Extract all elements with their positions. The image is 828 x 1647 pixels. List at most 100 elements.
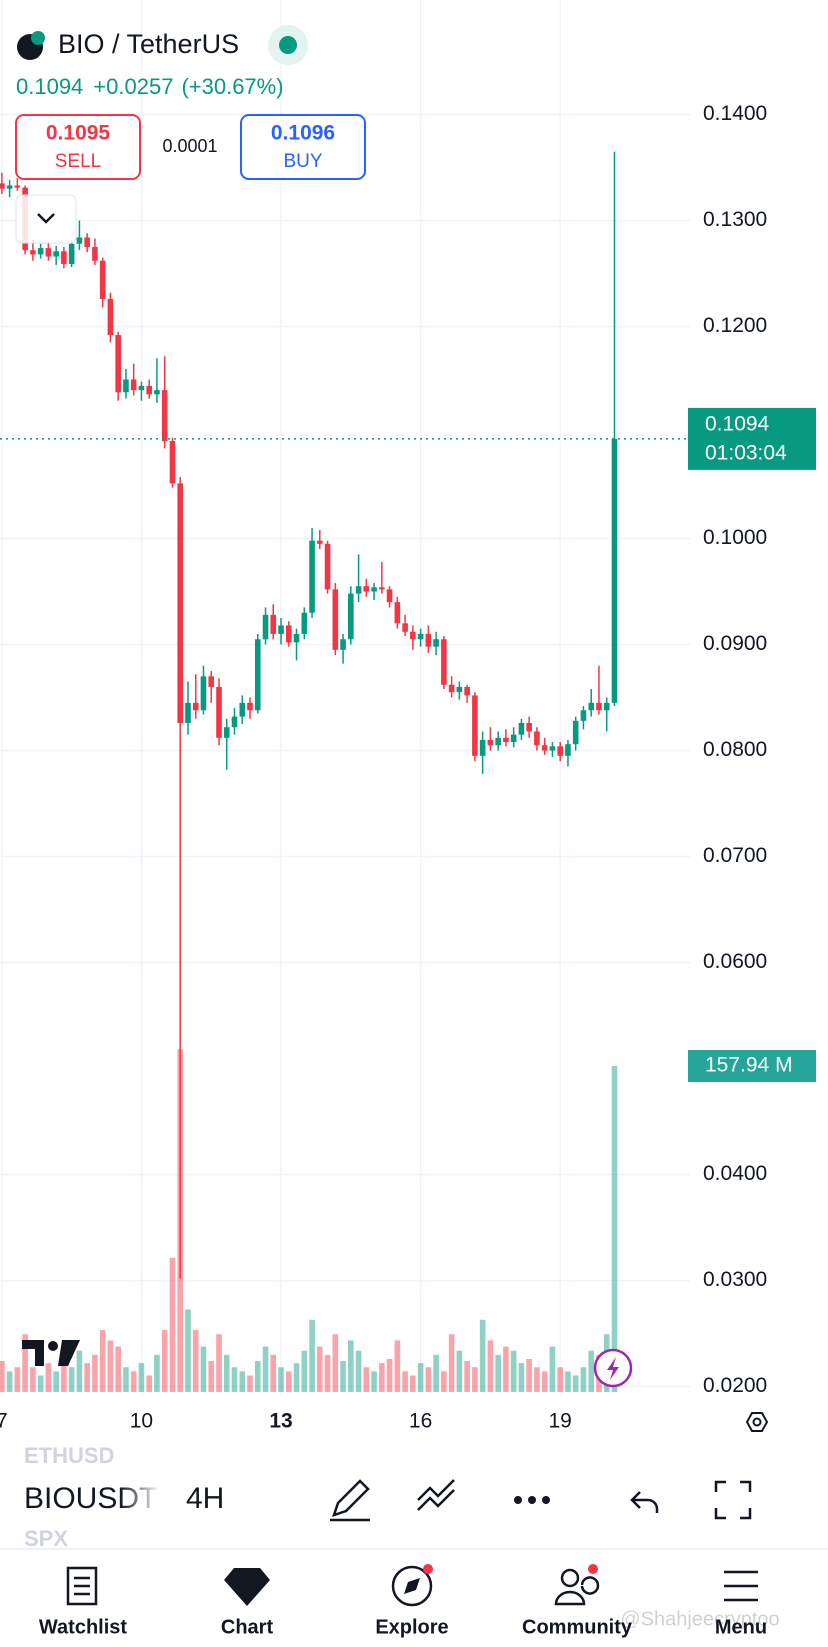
candle-body [223,727,230,738]
y-tick-label: 0.0200 [703,1374,767,1397]
volume-bar [0,1361,5,1392]
candle-body [479,739,486,756]
volume-bar [76,1350,83,1392]
candle-body [309,540,315,613]
last-price-tag [688,407,816,470]
volume-bar [487,1340,494,1392]
y-tick-label: 0.0700 [703,844,767,867]
symbol-title[interactable]: BIO / TetherUS [58,29,239,59]
volume-bar [301,1350,308,1392]
candle-body [161,390,168,441]
menu-icon[interactable] [724,1570,758,1602]
volume-bar [254,1361,261,1392]
candle-body [285,625,292,643]
candle-body [37,248,44,255]
candle-body [379,587,385,590]
explore-icon[interactable] [391,1565,433,1607]
settings-icon[interactable] [745,1412,769,1432]
buy-price[interactable]: 0.1096 [271,122,335,145]
volume-bar [223,1354,230,1392]
volume-bar [456,1350,463,1392]
buy-label[interactable]: BUY [283,151,322,172]
y-tick-label: 0.0600 [703,950,767,973]
alert-button[interactable] [593,1348,633,1388]
volume-bar [363,1367,370,1392]
candle-body [565,744,571,756]
nav-label[interactable]: Menu [715,1616,767,1638]
chart-icon[interactable] [224,1568,270,1606]
undo-icon[interactable] [630,1491,659,1513]
nav-label[interactable]: Explore [375,1616,448,1638]
collapse-button[interactable] [15,194,77,244]
volume-bar [270,1354,277,1392]
candle-body [254,639,261,711]
candle-body [61,251,67,264]
tv-logo [22,1340,80,1366]
candle-body [541,745,548,751]
candle-body [0,183,5,189]
nav-label[interactable]: Chart [221,1616,274,1638]
draw-icon[interactable] [330,1479,370,1522]
volume-bar [348,1340,354,1392]
indicators-icon[interactable] [417,1479,455,1511]
coin-badge [31,31,45,45]
candle-body [270,614,277,634]
buy-box[interactable] [240,114,366,180]
interval[interactable]: 4H [186,1482,224,1515]
y-tick-label: 0.1400 [703,102,767,125]
volume-bar [472,1367,478,1392]
sell-label[interactable]: SELL [55,151,101,172]
volume-bar [495,1354,501,1392]
fullscreen-icon[interactable] [714,1480,752,1520]
symbol-field[interactable]: BIOUSDT [24,1470,160,1530]
sell-price[interactable]: 0.1095 [46,122,111,145]
candle-body [503,737,509,743]
dot [542,1496,550,1504]
volume-bar [448,1334,455,1392]
nav-label[interactable]: Watchlist [39,1616,127,1638]
candle-body [425,633,432,647]
candle-body [53,251,59,257]
sell-button[interactable]: 0.1095 SELL [15,114,141,180]
volume-bar [146,1375,153,1392]
candle-body [14,185,21,188]
y-tick-label: 0.1300 [703,208,767,231]
candle-body [239,702,246,717]
notification-dot [423,1564,433,1574]
volume-bar [379,1363,385,1392]
community-icon[interactable] [560,1568,580,1588]
volume-bar [588,1350,595,1392]
candle-body [68,243,75,264]
recent-symbol[interactable]: ETHUSD [24,1443,114,1468]
dot [514,1496,522,1504]
candle-body [45,248,52,257]
time-axis: 7 10 13 16 19 [0,1410,572,1433]
candle-body [92,246,98,261]
candle-body [371,587,377,592]
watchlist-icon[interactable] [66,1566,98,1606]
sell-box[interactable] [15,114,141,180]
nav-label[interactable]: Community [522,1616,633,1638]
buy-button[interactable]: 0.1096 BUY [240,114,366,180]
candle-body [534,731,540,746]
volume-bar [402,1371,408,1392]
volume-bar [510,1350,517,1392]
toolbar: ETHUSD BIOUSDT SPX 4H [24,1443,752,1551]
dot [528,1496,536,1504]
more-icon[interactable] [514,1496,550,1504]
volume-bar [107,1340,114,1392]
candle-body [572,720,579,745]
x-tick-label: 13 [269,1410,292,1433]
candle-body [596,702,602,711]
candle-body [402,623,408,632]
recent-symbol[interactable]: SPX [24,1526,68,1551]
volume-bar [30,1367,36,1392]
volume-bar [22,1334,28,1392]
volume-bar [580,1367,587,1392]
volume-bar [231,1367,238,1392]
candle-body [200,676,207,711]
volume-bar [324,1354,331,1392]
volume-bar [216,1334,222,1392]
